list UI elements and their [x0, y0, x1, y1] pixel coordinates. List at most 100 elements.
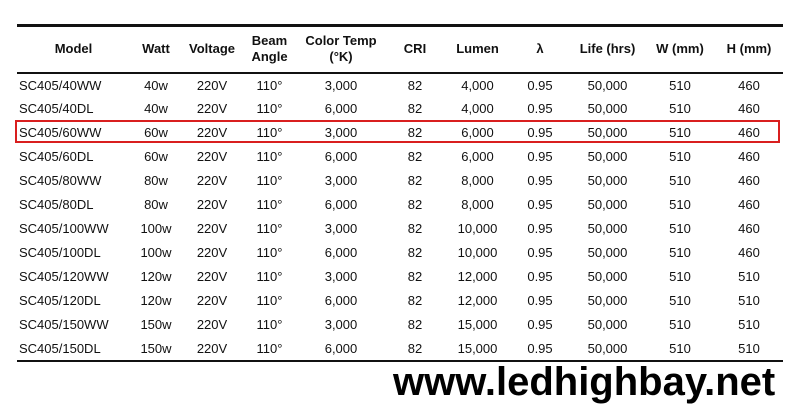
table-cell: SC405/150DL [19, 340, 101, 356]
table-cell: 0.95 [527, 293, 553, 308]
table-cell: 6,000 [461, 149, 494, 164]
table-cell: 50,000 [587, 317, 628, 332]
table-row: SC405/150DL 150w 220V 110° 6,000 82 15,000 0.95… [17, 337, 783, 361]
table-cell: 510 [669, 173, 691, 188]
table-cell: 510 [669, 269, 691, 284]
table-cell: 0.95 [527, 340, 553, 356]
table-cell: 8,000 [461, 197, 494, 212]
table-cell: SC405/150WW [19, 317, 109, 332]
table-cell: 460 [738, 221, 760, 236]
table-row: SC405/120DL 120w 220V 110° 6,000 82 12,000 0.95… [17, 289, 783, 313]
table-cell: 40w [144, 77, 168, 93]
column-header: Model [54, 41, 93, 57]
table-cell: SC405/60DL [19, 149, 94, 164]
table-cell: 4,000 [461, 77, 494, 93]
table-cell: SC405/100WW [19, 221, 109, 236]
table-cell: 110° [256, 269, 283, 284]
table-cell: 510 [669, 125, 691, 140]
table-cell: 110° [256, 101, 283, 116]
table-cell: 50,000 [587, 197, 628, 212]
table-cell: 510 [738, 317, 760, 332]
table-cell: 510 [669, 221, 691, 236]
table-cell: 50,000 [587, 293, 628, 308]
table-cell: 82 [407, 245, 423, 260]
table-cell: 82 [407, 221, 423, 236]
column-header: Voltage [189, 41, 235, 57]
table-cell: 510 [669, 77, 691, 93]
table-cell: 0.95 [527, 173, 553, 188]
table-cell: 220V [196, 340, 228, 356]
table-cell: 82 [407, 197, 423, 212]
table-cell: 0.95 [527, 245, 553, 260]
table-cell: 82 [407, 340, 423, 356]
table-row: SC405/150WW 150w 220V 110° 3,000 82 15,000 0.95… [17, 313, 783, 337]
column-header: H (mm) [726, 41, 772, 57]
table-row: SC405/100DL 100w 220V 110° 6,000 82 10,000 0.95… [17, 241, 783, 265]
spec-table: Model Watt Voltage Beam Angle Color Temp (°K… [17, 24, 783, 362]
table-cell: 220V [196, 221, 228, 236]
column-header: λ [536, 41, 544, 57]
table-cell: 110° [256, 173, 283, 188]
table-cell: 15,000 [457, 340, 498, 356]
table-cell: 12,000 [457, 293, 498, 308]
table-cell: 220V [196, 317, 228, 332]
table-cell: 50,000 [587, 173, 628, 188]
table-row: SC405/60DL 60w 220V 110° 6,000 82 6,000 0.95 50,… [17, 145, 783, 169]
table-cell: 0.95 [527, 197, 553, 212]
table-cell: 510 [669, 101, 691, 116]
table-row: SC405/40DL 40w 220V 110° 6,000 82 4,000 0.95 50,… [17, 97, 783, 121]
table-cell: 40w [144, 101, 168, 116]
table-cell: 220V [196, 269, 228, 284]
table-cell: 3,000 [324, 269, 358, 284]
table-cell: 220V [196, 173, 228, 188]
table-cell: 110° [256, 340, 283, 356]
table-cell: 6,000 [324, 101, 358, 116]
table-cell: SC405/80DL [19, 197, 94, 212]
table-cell: 220V [196, 197, 228, 212]
table-cell: 460 [738, 101, 760, 116]
table-cell: SC405/120WW [19, 269, 109, 284]
table-cell: 460 [738, 125, 760, 140]
table-cell: 15,000 [457, 317, 498, 332]
table-cell: 82 [407, 125, 423, 140]
table-cell: 110° [256, 293, 283, 308]
table-cell: 50,000 [587, 221, 628, 236]
table-cell: SC405/120DL [19, 293, 101, 308]
column-header: Color Temp (°K) [305, 33, 377, 65]
table-cell: 6,000 [324, 197, 358, 212]
table-cell: SC405/100DL [19, 245, 101, 260]
table-cell: 6,000 [324, 245, 358, 260]
table-cell: SC405/40WW [19, 77, 102, 93]
table-row: SC405/40WW 40w 220V 110° 3,000 82 4,000 0.95 50,… [17, 73, 783, 97]
table-cell: 6,000 [324, 340, 358, 356]
table-cell: 82 [407, 173, 423, 188]
table-cell: SC405/80WW [19, 173, 102, 188]
table-row: SC405/80WW 80w 220V 110° 3,000 82 8,000 0.95 50,… [17, 169, 783, 193]
table-cell: 3,000 [324, 221, 358, 236]
table-cell: 60w [144, 125, 168, 140]
table-cell: 510 [738, 340, 760, 356]
table-cell: 6,000 [324, 149, 358, 164]
table-cell: SC405/40DL [19, 101, 94, 116]
table-cell: 82 [407, 77, 423, 93]
table-cell: 60w [144, 149, 168, 164]
table-cell: 10,000 [457, 221, 498, 236]
table-cell: 0.95 [527, 317, 553, 332]
table-cell: 110° [256, 77, 283, 93]
table-cell: 110° [256, 125, 283, 140]
table-cell: 50,000 [587, 125, 628, 140]
table-cell: 3,000 [324, 125, 358, 140]
table-cell: 110° [256, 317, 283, 332]
table-cell: 3,000 [324, 173, 358, 188]
column-header: Life (hrs) [579, 41, 636, 57]
table-cell: SC405/60WW [19, 125, 102, 140]
table-row: SC405/100WW 100w 220V 110° 3,000 82 10,000 0.95… [17, 217, 783, 241]
table-cell: 150w [140, 317, 172, 332]
table-cell: 50,000 [587, 149, 628, 164]
table-cell: 220V [196, 293, 228, 308]
table-cell: 0.95 [527, 77, 553, 93]
table-cell: 80w [144, 173, 168, 188]
table-row: SC405/120WW 120w 220V 110° 3,000 82 12,000 0.95… [17, 265, 783, 289]
table-cell: 110° [256, 245, 283, 260]
table-cell: 10,000 [457, 245, 498, 260]
